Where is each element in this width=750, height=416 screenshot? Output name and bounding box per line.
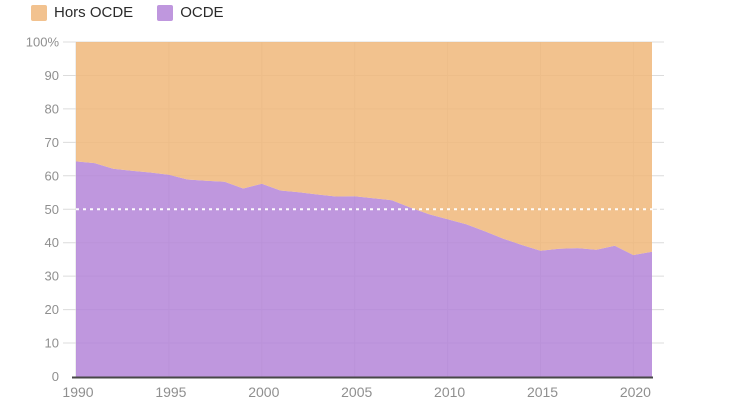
y-axis-tick-label: 30 [45,269,59,284]
hors-ocde-swatch-icon [31,5,47,21]
chart-legend: Hors OCDE OCDE [31,5,224,21]
x-axis-tick-label: 2005 [341,384,372,400]
x-axis-tick-label: 2015 [527,384,558,400]
y-axis-tick-label: 20 [45,302,59,317]
legend-label-ocde: OCDE [180,4,224,21]
x-axis-tick-label: 2000 [248,384,279,400]
hors-ocde-area [76,42,652,256]
y-axis-tick-label: 40 [45,235,59,250]
legend-item-ocde: OCDE [157,4,224,21]
legend-label-hors-ocde: Hors OCDE [54,4,134,21]
y-axis-tick-label: 80 [45,101,59,116]
legend-item-hors-ocde: Hors OCDE [31,5,133,21]
x-axis-tick-label: 2020 [620,384,651,400]
y-axis-tick-label: 90 [45,68,59,83]
y-axis-tick-label: 50 [45,202,59,217]
y-axis-tick-label: 10 [45,336,59,351]
y-axis-tick-label: 70 [45,135,59,150]
x-axis-tick-label: 2010 [434,384,465,400]
ocde-area [76,161,652,377]
y-axis-tick-label: 100% [26,35,60,50]
x-axis-tick-label: 1995 [155,384,186,400]
y-axis-tick-label: 60 [45,168,59,183]
x-axis-tick-label: 1990 [62,384,93,400]
y-axis-tick-label: 0 [52,369,59,384]
ocde-swatch-icon [157,5,174,21]
